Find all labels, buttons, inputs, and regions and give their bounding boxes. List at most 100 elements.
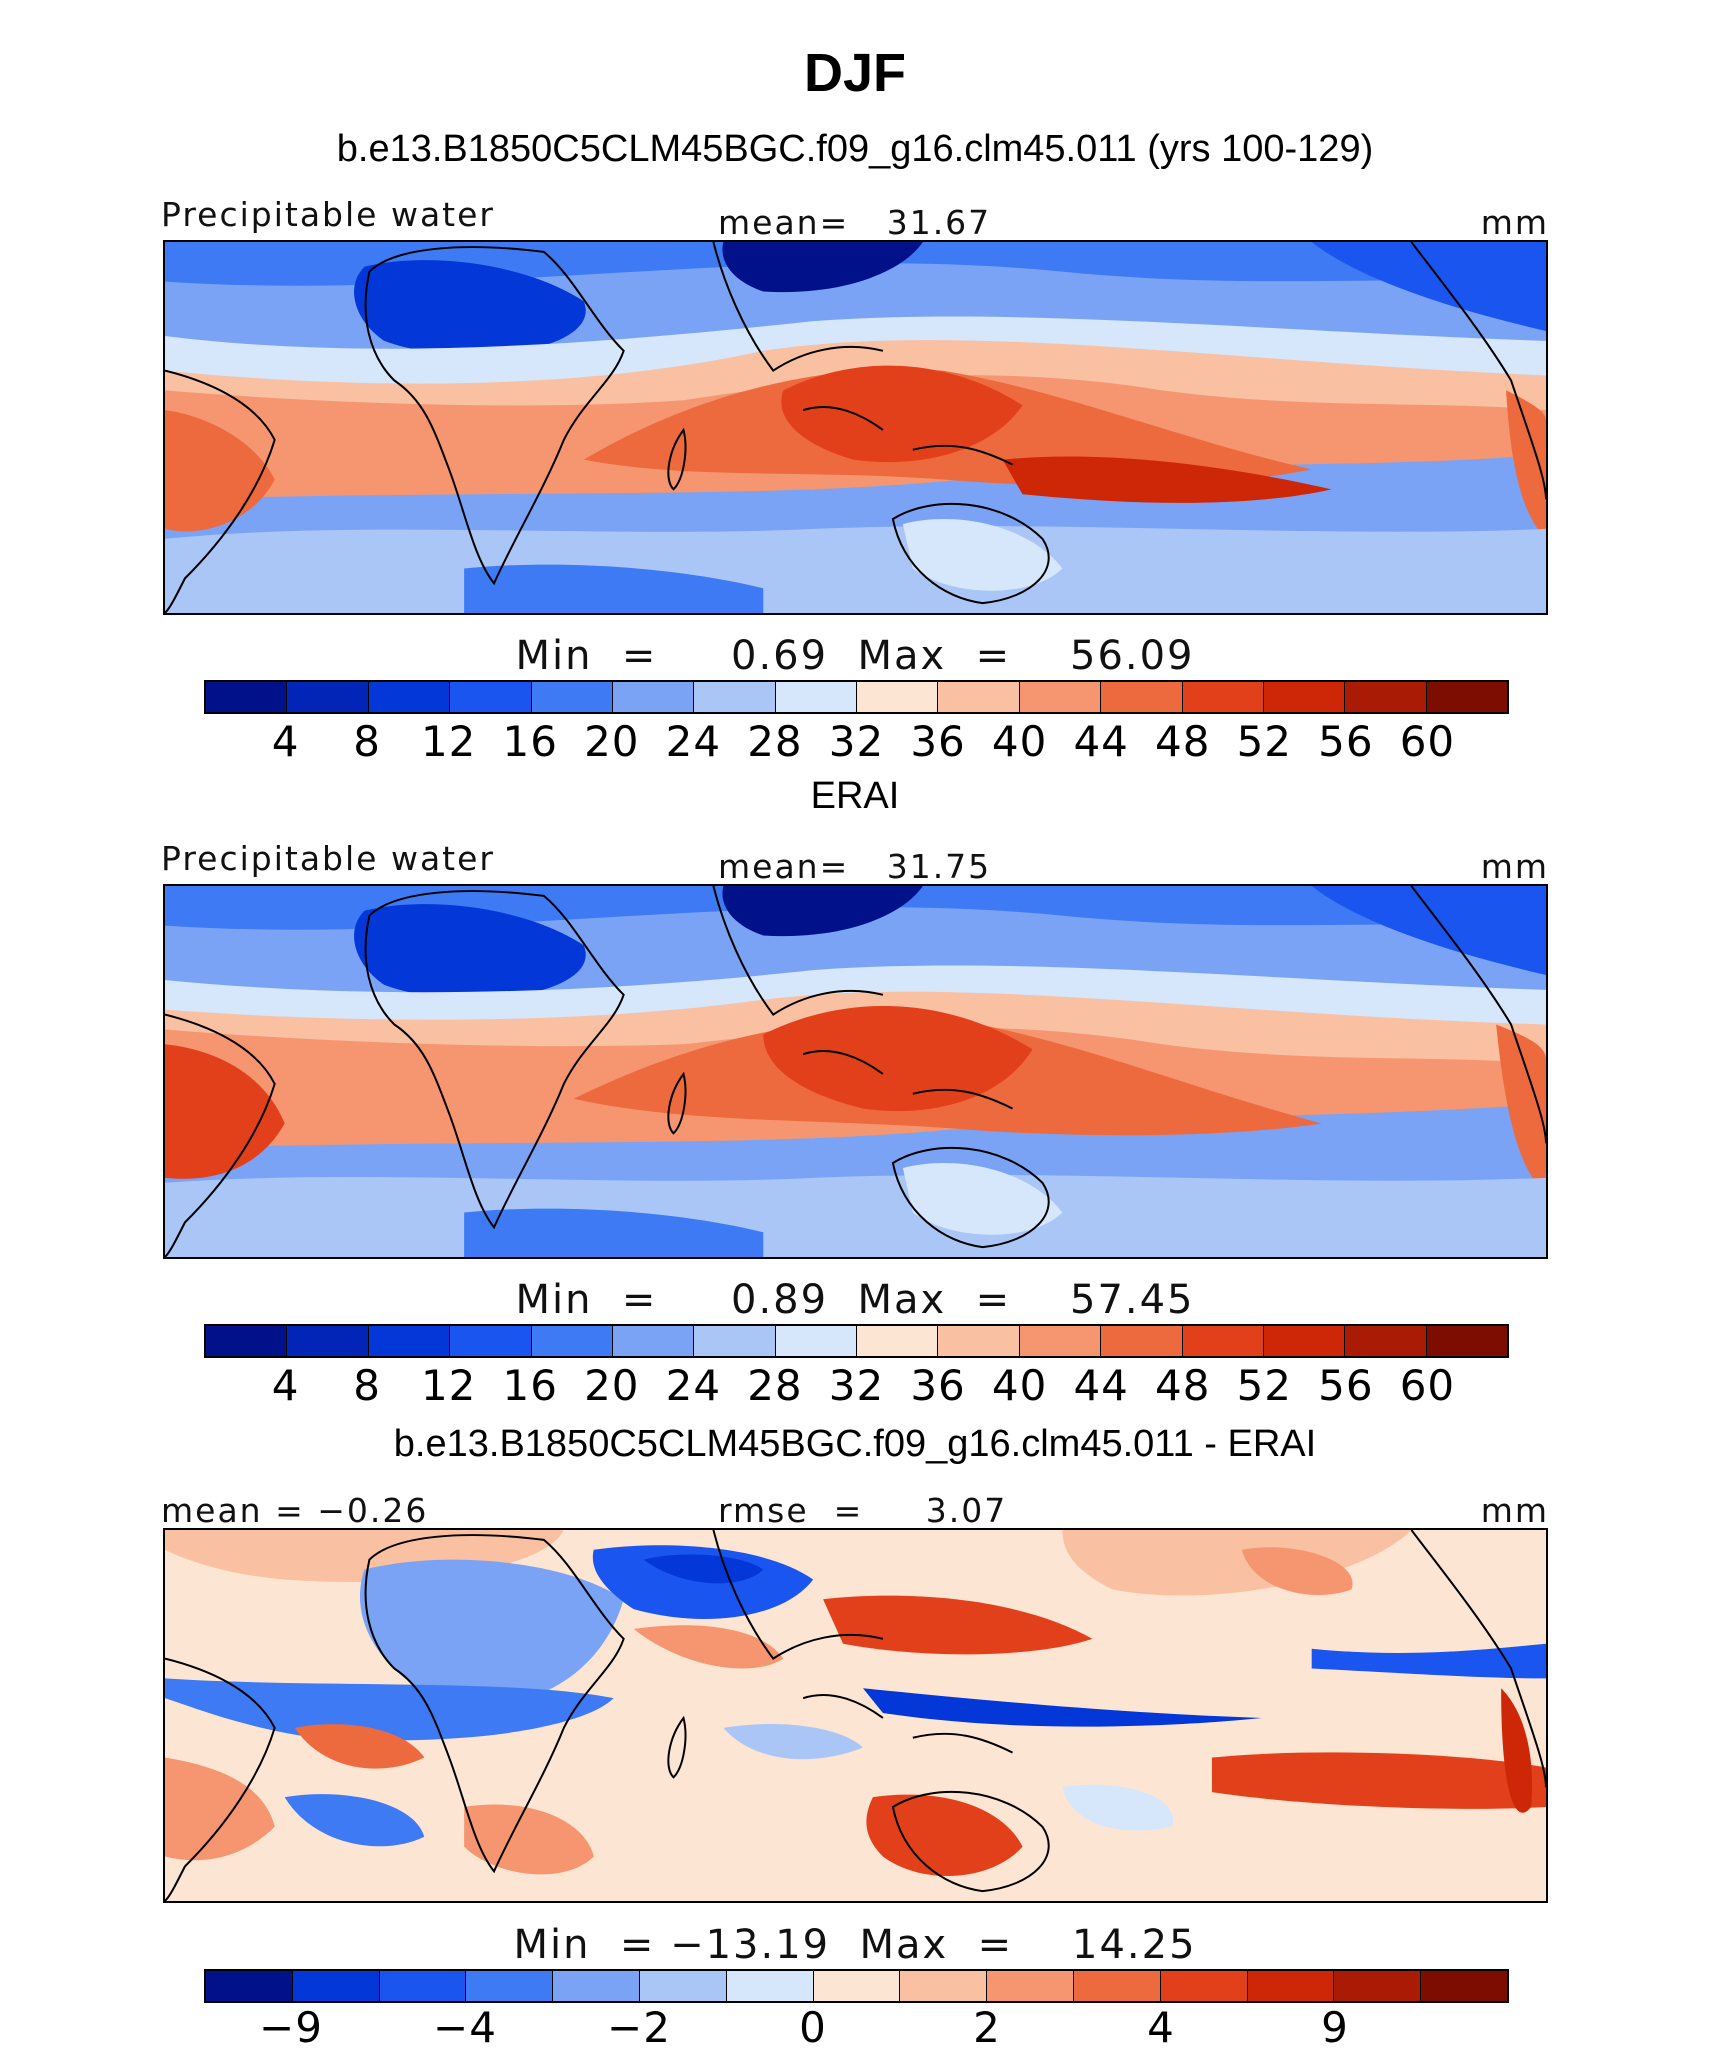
colorbar-tick-label: 56: [1318, 1361, 1374, 1410]
colorbar-swatch: [368, 1326, 451, 1356]
colorbar-tick-label: 40: [991, 1361, 1048, 1410]
colorbar-tick-label: 32: [828, 717, 885, 766]
colorbar-tick-label: 12: [420, 1361, 477, 1410]
colorbar-swatch: [1263, 1326, 1346, 1356]
colorbar-swatch: [450, 1326, 532, 1356]
panel-1-variable-label: Precipitable water: [161, 195, 495, 234]
colorbar-tick-label: 0: [799, 2003, 827, 2052]
colorbar-tick-label: 44: [1073, 717, 1129, 766]
colorbar-swatch: [553, 1971, 640, 2001]
colorbar-tick-label: 2: [973, 2003, 1001, 2052]
colorbar-swatch: [1426, 1326, 1507, 1356]
colorbar-tick-label: 52: [1236, 717, 1293, 766]
colorbar-swatch: [612, 1326, 695, 1356]
colorbar-tick-label: 60: [1399, 1361, 1456, 1410]
panel-3-min-max: Min = −13.19 Max = 14.25: [513, 1922, 1197, 1968]
panel-1-units: mm: [1480, 203, 1549, 242]
panel-1-colorbar-ticks: 4 8 12 16 20 24 28 32 36 40 44 48 52 56 60: [204, 717, 1509, 767]
colorbar-tick-label: 4: [1147, 2003, 1175, 2052]
colorbar-tick-label: 28: [747, 1361, 803, 1410]
colorbar-tick-label: 20: [584, 1361, 640, 1410]
colorbar-swatch: [379, 1971, 467, 2001]
colorbar-tick-label: −4: [433, 2003, 497, 2052]
panel-2-title: ERAI: [810, 775, 900, 817]
colorbar-swatch: [612, 682, 695, 712]
panel-2-units: mm: [1480, 847, 1549, 886]
colorbar-tick-label: 32: [828, 1361, 885, 1410]
colorbar-swatch: [857, 1326, 939, 1356]
panel-3-title: b.e13.B1850C5CLM45BGC.f09_g16.clm45.011 …: [393, 1423, 1317, 1465]
colorbar-swatch: [1019, 682, 1102, 712]
colorbar-swatch: [1160, 1971, 1248, 2001]
panel-1-colorbar: [204, 680, 1509, 714]
colorbar-tick-label: 8: [353, 1361, 381, 1410]
colorbar-swatch: [1247, 1971, 1335, 2001]
colorbar-swatch: [1421, 1971, 1507, 2001]
colorbar-swatch: [1073, 1971, 1161, 2001]
colorbar-swatch: [694, 1326, 776, 1356]
colorbar-swatch: [726, 1971, 814, 2001]
colorbar-tick-label: 36: [910, 1361, 966, 1410]
colorbar-swatch: [938, 1326, 1020, 1356]
panel-1-min-max: Min = 0.69 Max = 56.09: [515, 633, 1195, 679]
colorbar-swatch: [775, 682, 857, 712]
panel-3-colorbar-ticks: −9 −4 −2 0 2 4 9: [204, 2003, 1509, 2053]
colorbar-tick-label: 16: [502, 1361, 558, 1410]
colorbar-swatch: [987, 1971, 1074, 2001]
colorbar-tick-label: 4: [271, 717, 300, 766]
colorbar-tick-label: 8: [353, 717, 381, 766]
colorbar-swatch: [206, 1971, 293, 2001]
colorbar-swatch: [938, 682, 1020, 712]
colorbar-swatch: [694, 682, 776, 712]
panel-3-units: mm: [1480, 1491, 1549, 1530]
panel-2-variable-label: Precipitable water: [161, 839, 495, 878]
colorbar-swatch: [1345, 1326, 1427, 1356]
colorbar-swatch: [287, 682, 369, 712]
colorbar-tick-label: 4: [271, 1361, 300, 1410]
panel-3-rmse-label: rmse = 3.07: [718, 1491, 1008, 1530]
colorbar-swatch: [1426, 682, 1507, 712]
panel-3-map: [163, 1528, 1548, 1903]
colorbar-swatch: [1334, 1971, 1422, 2001]
colorbar-swatch: [857, 682, 939, 712]
colorbar-tick-label: 56: [1318, 717, 1374, 766]
colorbar-tick-label: 12: [420, 717, 477, 766]
colorbar-swatch: [1345, 682, 1427, 712]
panel-2-colorbar-ticks: 4 8 12 16 20 24 28 32 36 40 44 48 52 56 60: [204, 1361, 1509, 1411]
colorbar-tick-label: −2: [607, 2003, 671, 2052]
panel-2-min-max: Min = 0.89 Max = 57.45: [515, 1277, 1195, 1323]
colorbar-swatch: [206, 682, 288, 712]
colorbar-tick-label: 48: [1155, 717, 1211, 766]
panel-2-mean-label: mean= 31.75: [718, 847, 992, 886]
figure-title: DJF: [803, 43, 906, 103]
colorbar-swatch: [368, 682, 451, 712]
panel-3-mean-label: mean = −0.26: [161, 1491, 429, 1530]
colorbar-swatch: [1182, 682, 1264, 712]
colorbar-swatch: [1019, 1326, 1102, 1356]
colorbar-swatch: [206, 1326, 288, 1356]
colorbar-tick-label: 24: [665, 717, 722, 766]
colorbar-swatch: [531, 682, 613, 712]
colorbar-tick-label: 24: [665, 1361, 722, 1410]
colorbar-tick-label: 20: [584, 717, 640, 766]
colorbar-swatch: [1101, 682, 1183, 712]
colorbar-swatch: [531, 1326, 613, 1356]
colorbar-swatch: [1182, 1326, 1264, 1356]
colorbar-swatch: [1263, 682, 1346, 712]
colorbar-swatch: [450, 682, 532, 712]
colorbar-swatch: [466, 1971, 554, 2001]
panel-3-colorbar: [204, 1969, 1509, 2003]
panel-2-map: [163, 884, 1548, 1259]
panel-2-colorbar: [204, 1324, 1509, 1358]
colorbar-swatch: [813, 1971, 901, 2001]
colorbar-swatch: [900, 1971, 988, 2001]
colorbar-swatch: [1101, 1326, 1183, 1356]
colorbar-swatch: [287, 1326, 369, 1356]
panel-1-map: [163, 240, 1548, 615]
panel-1-title: b.e13.B1850C5CLM45BGC.f09_g16.clm45.011 …: [336, 128, 1374, 170]
colorbar-tick-label: −9: [259, 2003, 323, 2052]
colorbar-tick-label: 52: [1236, 1361, 1293, 1410]
colorbar-tick-label: 60: [1399, 717, 1456, 766]
colorbar-tick-label: 36: [910, 717, 966, 766]
colorbar-tick-label: 16: [502, 717, 558, 766]
